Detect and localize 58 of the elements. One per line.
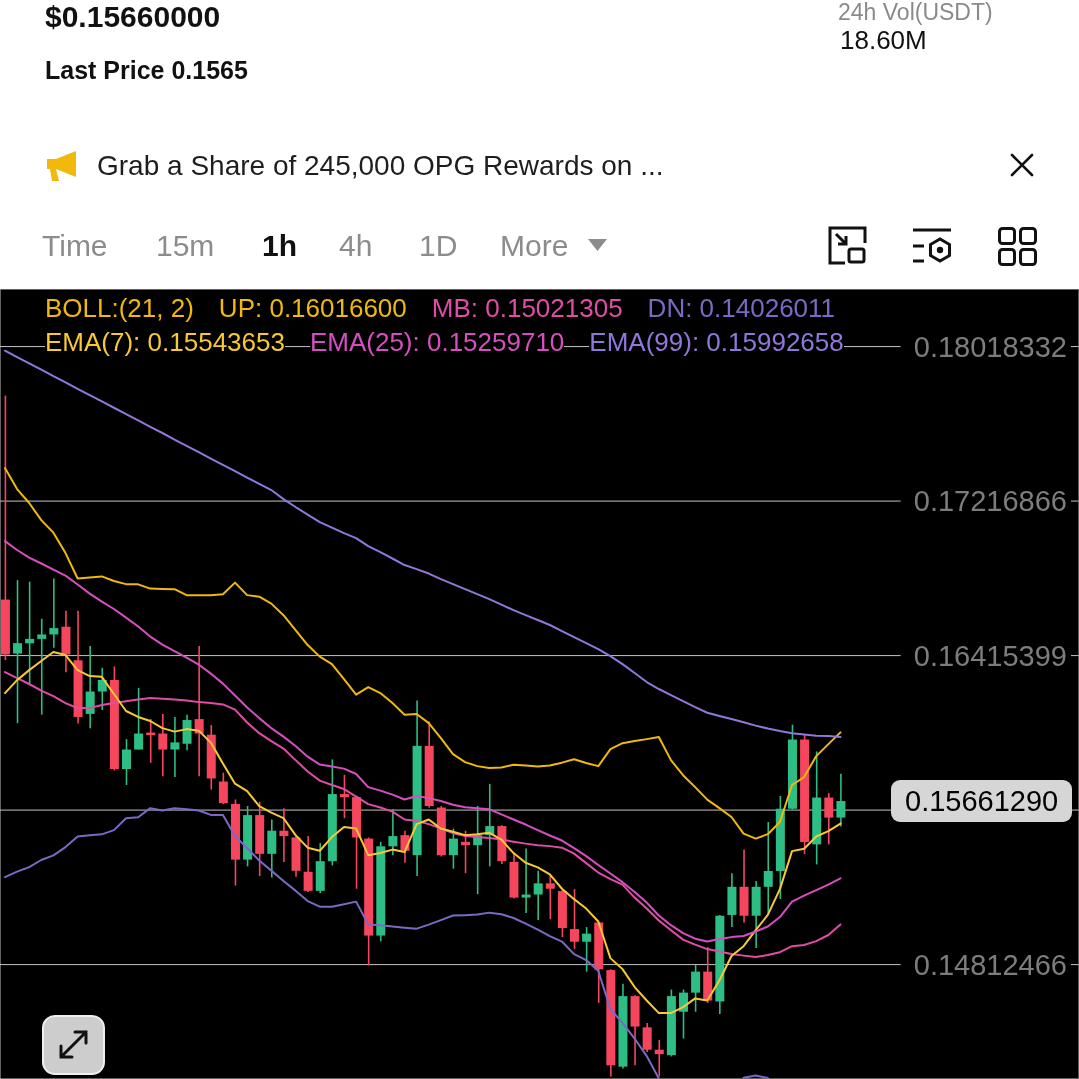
- candlestick: [134, 687, 144, 751]
- candlestick: [194, 645, 204, 777]
- candlestick: [388, 808, 398, 856]
- candlestick: [824, 792, 834, 846]
- legend-title: BOLL:(21, 2): [45, 291, 194, 325]
- text: EMA(99): 0.15992658: [589, 325, 844, 359]
- text: 0.15661290: [891, 779, 1073, 823]
- candlestick: [521, 847, 531, 914]
- text: 1h: [262, 228, 298, 264]
- text: MB: 0.15021305: [431, 291, 623, 325]
- candlestick: [691, 964, 701, 1013]
- line-series: [3, 540, 842, 943]
- candlestick: [158, 713, 168, 777]
- text: 1D: [419, 228, 458, 264]
- candlestick: [339, 774, 349, 819]
- text: Last Price 0.1565: [45, 55, 248, 85]
- candlestick: [545, 874, 555, 920]
- y-tick-label: 0.17216866: [913, 485, 1067, 518]
- line-series: [3, 467, 842, 840]
- candlestick: [13, 579, 23, 724]
- candlestick: [836, 773, 846, 828]
- candlestick: [97, 667, 107, 711]
- candlestick: [303, 835, 313, 893]
- text: 24h Vol(USDT): [838, 0, 993, 27]
- candlestick: [170, 716, 180, 778]
- text: More: [500, 228, 569, 264]
- candlestick: [37, 618, 47, 716]
- text: Grab a Share of 245,000 OPG Rewards on ...: [97, 149, 664, 183]
- candlestick: [49, 577, 59, 649]
- y-tick-label: 0.18018332: [913, 330, 1067, 363]
- candlestick: [461, 829, 471, 874]
- candlestick: [654, 1039, 664, 1078]
- candlestick: [279, 807, 289, 863]
- text: 4h: [339, 228, 373, 264]
- candlestick: [25, 580, 35, 685]
- text: Time: [42, 228, 108, 264]
- candlestick: [582, 926, 592, 973]
- line-series: [3, 671, 842, 958]
- text: EMA(7): 0.15543653: [45, 325, 285, 359]
- candlestick: [267, 818, 277, 879]
- candlestick: [763, 821, 773, 915]
- y-tick-label: 0.14812466: [913, 948, 1067, 981]
- text: EMA(25): 0.15259710: [309, 325, 565, 359]
- line-series: [3, 651, 842, 1015]
- text: 18.60M: [840, 25, 927, 57]
- chart-title: $0.15660000: [45, 0, 221, 35]
- text: UP: 0.16016600: [218, 291, 407, 325]
- candlestick: [448, 827, 458, 870]
- candlestick: [85, 645, 95, 729]
- y-tick-label: 0.16415399: [913, 639, 1067, 672]
- candlestick: [122, 738, 131, 786]
- text: DN: 0.14026011: [647, 291, 836, 325]
- candlestick: [218, 771, 228, 805]
- candlestick: [642, 1022, 652, 1053]
- text: 15m: [156, 228, 215, 264]
- candlestick: [533, 870, 543, 921]
- candlestick: [182, 713, 192, 752]
- candlestick: [570, 888, 580, 950]
